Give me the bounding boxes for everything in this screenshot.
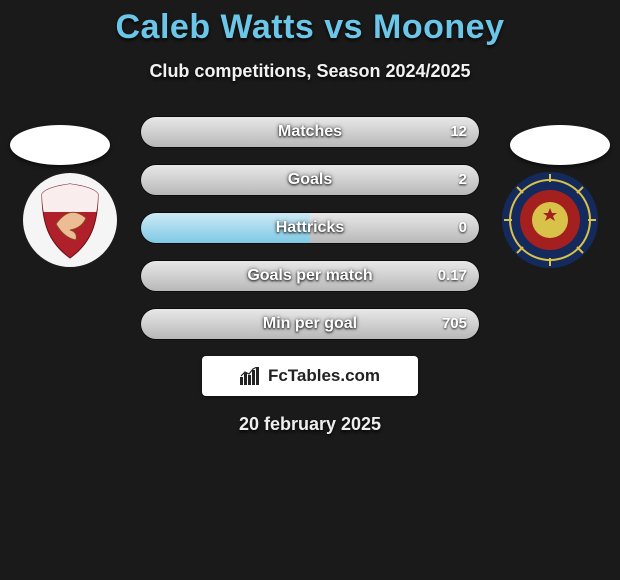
player-avatar-right (510, 125, 610, 165)
stat-label: Goals per match (141, 261, 479, 291)
stat-row: Hattricks0 (140, 212, 480, 244)
comparison-body: Matches12 Goals2 Hattricks0 Goals per match… (0, 110, 620, 435)
bar-chart-icon (240, 367, 262, 385)
stat-value-right: 0 (459, 213, 467, 243)
stat-label: Goals (141, 165, 479, 195)
stat-row: Matches12 (140, 116, 480, 148)
stat-row: Goals per match0.17 (140, 260, 480, 292)
page-subtitle: Club competitions, Season 2024/2025 (0, 61, 620, 82)
crest-left-svg (20, 170, 120, 270)
team-crest-right (500, 170, 600, 270)
footer-date: 20 february 2025 (0, 414, 620, 435)
team-crest-left (20, 170, 120, 270)
stat-label: Hattricks (141, 213, 479, 243)
stat-value-right: 0.17 (438, 261, 467, 291)
stat-row: Goals2 (140, 164, 480, 196)
stat-row: Min per goal705 (140, 308, 480, 340)
stat-rows: Matches12 Goals2 Hattricks0 Goals per match… (140, 110, 480, 340)
brand-badge[interactable]: FcTables.com (202, 356, 418, 396)
stat-label: Min per goal (141, 309, 479, 339)
comparison-card: Caleb Watts vs Mooney Club competitions,… (0, 0, 620, 580)
player-avatar-left (10, 125, 110, 165)
page-title: Caleb Watts vs Mooney (0, 0, 620, 47)
crest-right-svg (500, 170, 600, 270)
stat-label: Matches (141, 117, 479, 147)
stat-value-right: 2 (459, 165, 467, 195)
brand-text: FcTables.com (268, 366, 380, 386)
stat-value-right: 705 (442, 309, 467, 339)
stat-value-right: 12 (450, 117, 467, 147)
